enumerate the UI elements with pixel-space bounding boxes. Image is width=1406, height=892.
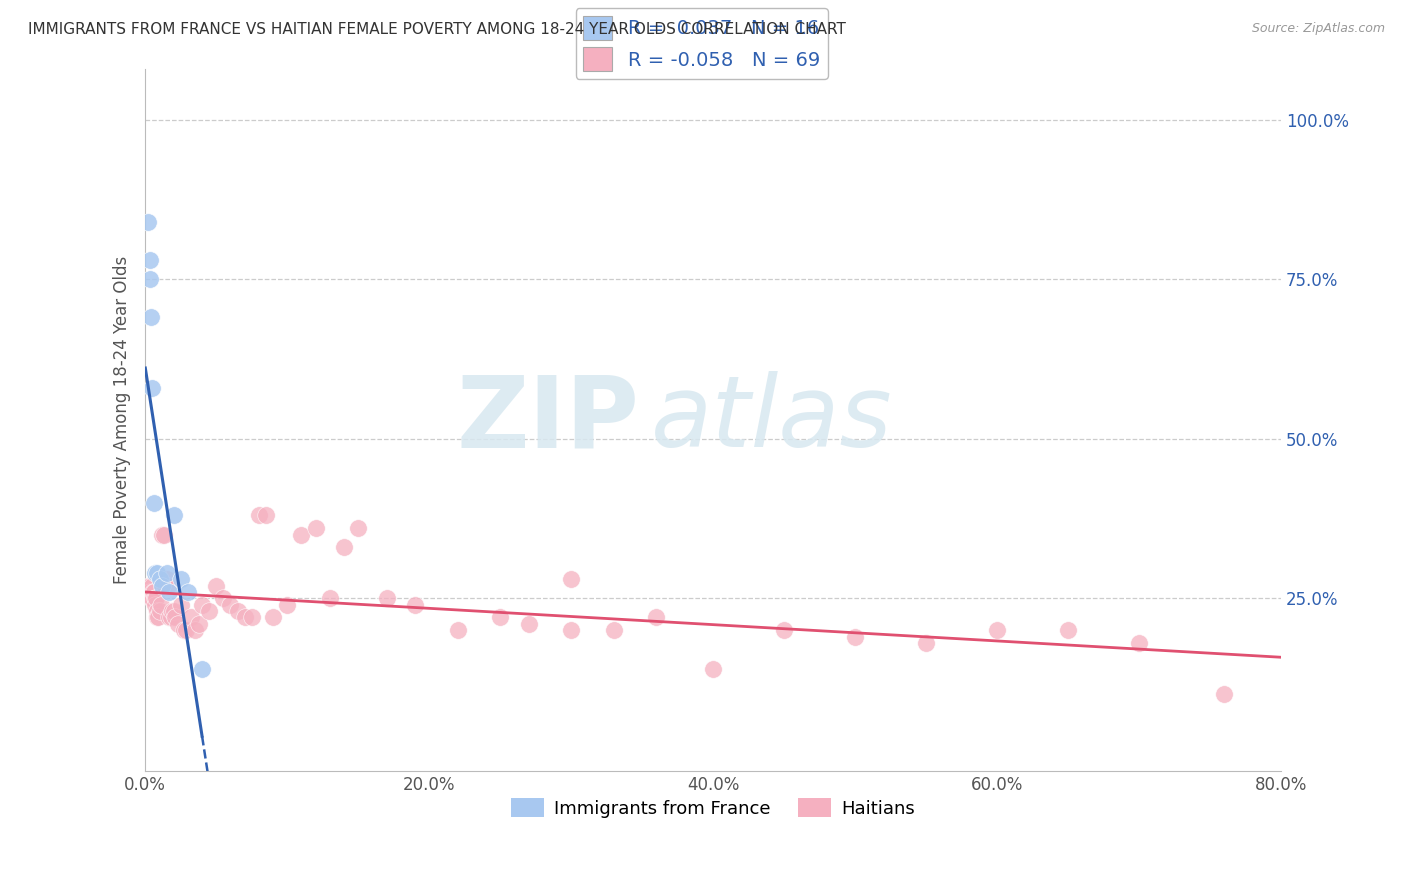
- Point: [157, 578, 180, 592]
- Point: [347, 521, 370, 535]
- Point: [603, 624, 626, 638]
- Point: [173, 624, 195, 638]
- Point: [915, 636, 938, 650]
- Point: [773, 624, 796, 638]
- Point: [141, 381, 163, 395]
- Point: [262, 610, 284, 624]
- Point: [205, 578, 228, 592]
- Point: [139, 310, 162, 325]
- Point: [148, 572, 170, 586]
- Point: [149, 598, 172, 612]
- Point: [136, 215, 159, 229]
- Point: [145, 566, 167, 580]
- Point: [1128, 636, 1150, 650]
- Point: [143, 591, 166, 606]
- Point: [404, 598, 426, 612]
- Point: [150, 527, 173, 541]
- Point: [1057, 624, 1080, 638]
- Point: [155, 566, 177, 580]
- Text: IMMIGRANTS FROM FRANCE VS HAITIAN FEMALE POVERTY AMONG 18-24 YEAR OLDS CORRELATI: IMMIGRANTS FROM FRANCE VS HAITIAN FEMALE…: [28, 22, 846, 37]
- Text: atlas: atlas: [651, 371, 893, 468]
- Point: [136, 585, 159, 599]
- Point: [142, 585, 165, 599]
- Point: [138, 578, 160, 592]
- Point: [233, 610, 256, 624]
- Point: [150, 578, 173, 592]
- Legend: Immigrants from France, Haitians: Immigrants from France, Haitians: [503, 791, 922, 825]
- Point: [153, 578, 176, 592]
- Point: [254, 508, 277, 523]
- Point: [290, 527, 312, 541]
- Point: [560, 572, 582, 586]
- Point: [143, 566, 166, 580]
- Point: [247, 508, 270, 523]
- Point: [152, 527, 174, 541]
- Point: [219, 598, 242, 612]
- Point: [143, 598, 166, 612]
- Point: [176, 624, 198, 638]
- Text: ZIP: ZIP: [457, 371, 640, 468]
- Point: [148, 604, 170, 618]
- Point: [188, 616, 211, 631]
- Point: [560, 624, 582, 638]
- Point: [170, 572, 193, 586]
- Point: [136, 585, 159, 599]
- Point: [160, 610, 183, 624]
- Y-axis label: Female Poverty Among 18-24 Year Olds: Female Poverty Among 18-24 Year Olds: [114, 255, 131, 583]
- Point: [986, 624, 1008, 638]
- Point: [333, 541, 356, 555]
- Point: [142, 495, 165, 509]
- Point: [177, 585, 200, 599]
- Point: [184, 624, 207, 638]
- Point: [167, 616, 190, 631]
- Point: [162, 604, 184, 618]
- Point: [276, 598, 298, 612]
- Point: [163, 604, 186, 618]
- Point: [139, 585, 162, 599]
- Point: [198, 604, 221, 618]
- Text: Source: ZipAtlas.com: Source: ZipAtlas.com: [1251, 22, 1385, 36]
- Point: [163, 508, 186, 523]
- Point: [159, 610, 181, 624]
- Point: [141, 578, 163, 592]
- Point: [139, 272, 162, 286]
- Point: [517, 616, 540, 631]
- Point: [191, 662, 214, 676]
- Point: [191, 598, 214, 612]
- Point: [145, 604, 167, 618]
- Point: [170, 598, 193, 612]
- Point: [489, 610, 512, 624]
- Point: [375, 591, 398, 606]
- Point: [702, 662, 724, 676]
- Point: [319, 591, 342, 606]
- Point: [305, 521, 328, 535]
- Point: [146, 610, 169, 624]
- Point: [180, 610, 202, 624]
- Point: [240, 610, 263, 624]
- Point: [159, 585, 181, 599]
- Point: [165, 610, 187, 624]
- Point: [145, 591, 167, 606]
- Point: [844, 630, 866, 644]
- Point: [141, 591, 163, 606]
- Point: [142, 585, 165, 599]
- Point: [212, 591, 235, 606]
- Point: [138, 253, 160, 268]
- Point: [1213, 687, 1236, 701]
- Point: [146, 610, 169, 624]
- Point: [155, 572, 177, 586]
- Point: [226, 604, 249, 618]
- Point: [446, 624, 468, 638]
- Point: [138, 578, 160, 592]
- Point: [645, 610, 668, 624]
- Point: [139, 591, 162, 606]
